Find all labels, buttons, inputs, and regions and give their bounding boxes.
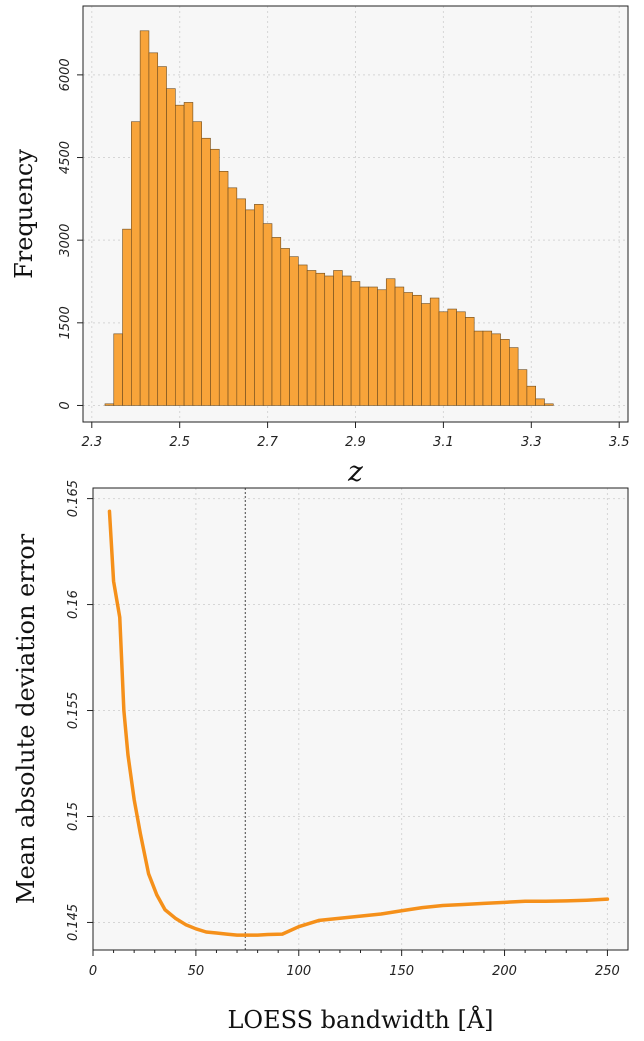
y-axis-title: Mean absolute deviation error: [12, 533, 40, 904]
y-axis: 0 1500 3000 4500 6000: [58, 58, 83, 410]
histogram-chart: 2.3 2.5 2.7 2.9 3.1 3.3 3.5 01500300045006000 …: [10, 5, 630, 488]
y-tick-label: 0: [58, 401, 73, 409]
x-axis-title: LOESS bandwidth [Å]: [227, 1005, 493, 1034]
plot-panel: [93, 488, 628, 950]
x-tick-label: 200: [492, 964, 517, 979]
x-tick-label: 250: [595, 964, 620, 979]
x-tick-label: 2.7: [257, 435, 278, 450]
y-tick-label: 0.15: [66, 802, 81, 831]
bars: [104, 30, 554, 406]
y-axis-title: Frequency: [10, 149, 38, 279]
x-tick-label: 100: [286, 964, 311, 979]
series-line: [107, 509, 610, 937]
x-axis: 0 50 100 150 200 250: [89, 950, 620, 979]
histogram-bar: [526, 385, 537, 406]
x-tick-label: 2.9: [345, 435, 366, 450]
x-tick-label: 2.3: [81, 435, 102, 450]
y-tick-label: 6000: [58, 58, 73, 91]
histogram-bar: [535, 398, 545, 406]
y-tick-label: 4500: [58, 141, 73, 174]
y-tick-label: 0.16: [66, 590, 81, 619]
x-tick-label: 50: [188, 964, 205, 979]
y-tick-label: 0.155: [66, 692, 81, 729]
x-tick-label: 3.5: [609, 435, 630, 450]
x-tick-label: 150: [389, 964, 414, 979]
x-tick-label: 3.1: [433, 435, 454, 450]
histogram-bar: [544, 403, 554, 406]
y-tick-label: 1500: [58, 306, 73, 339]
y-tick-label: 0.165: [66, 480, 81, 517]
y-tick-label: 0.145: [66, 904, 81, 941]
y-tick-label: 3000: [58, 224, 73, 257]
x-axis-title: z: [347, 455, 363, 488]
x-axis: 2.3 2.5 2.7 2.9 3.1 3.3 3.5: [81, 422, 630, 450]
y-axis: 0.145 0.15 0.155 0.16 0.165: [66, 480, 93, 941]
x-tick-label: 2.5: [169, 435, 190, 450]
x-tick-label: 0: [89, 964, 97, 979]
x-tick-label: 3.3: [521, 435, 542, 450]
